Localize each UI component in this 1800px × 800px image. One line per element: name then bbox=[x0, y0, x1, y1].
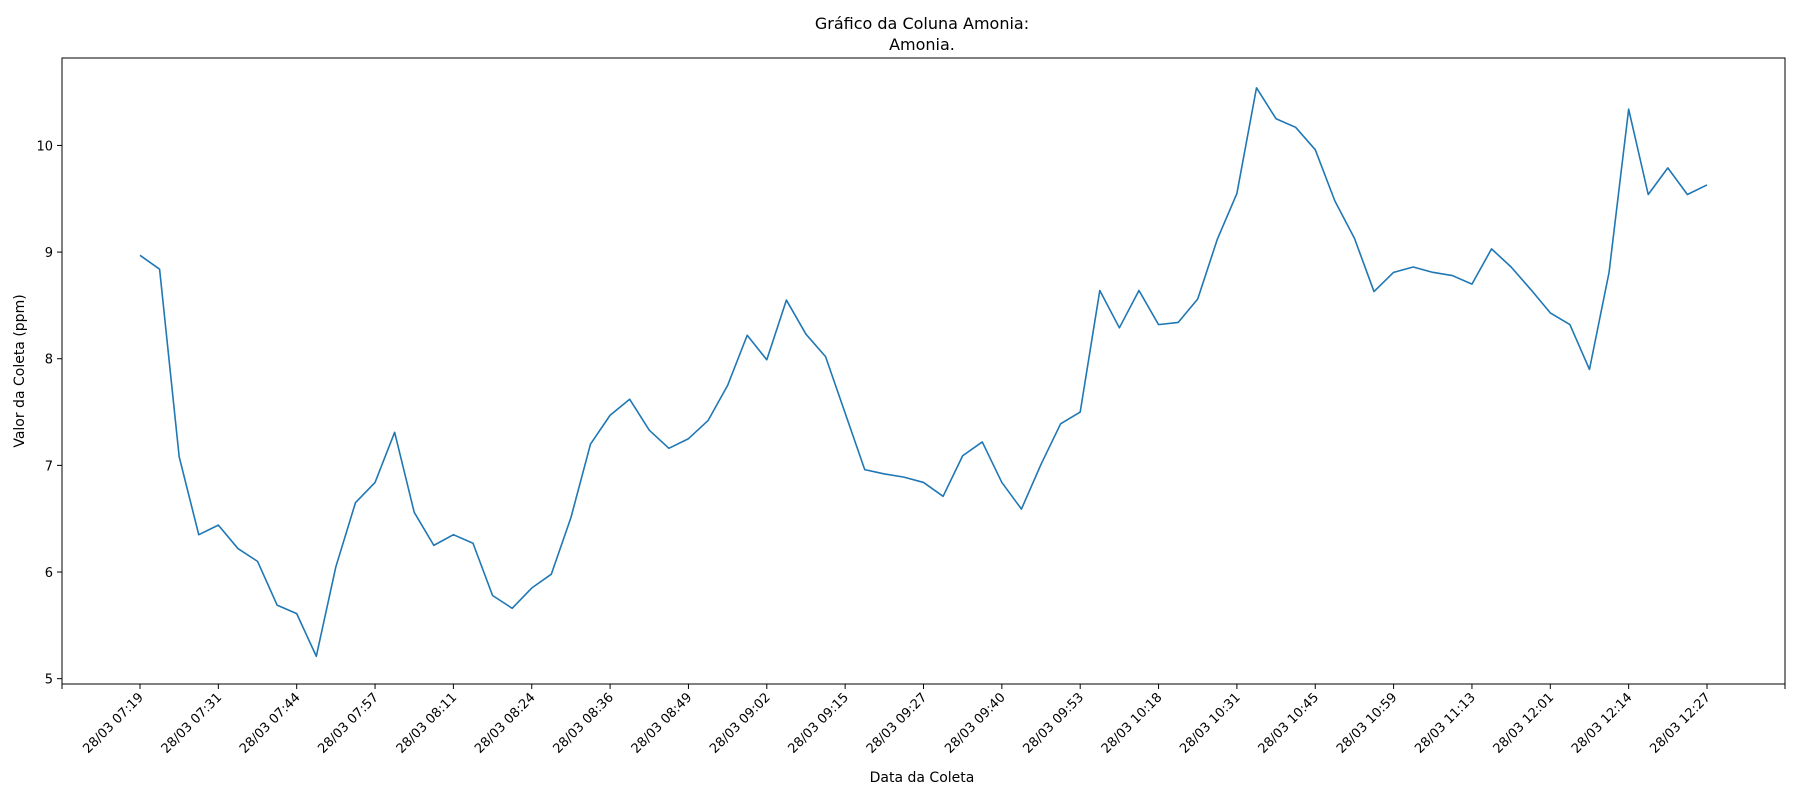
x-tick-label: 28/03 08:36 bbox=[550, 690, 617, 757]
plot-area-frame bbox=[61, 57, 1786, 685]
y-axis-label: Valor da Coleta (ppm) bbox=[12, 294, 28, 447]
x-tick-label: 28/03 08:11 bbox=[394, 690, 461, 757]
x-tick-label: 28/03 08:49 bbox=[629, 690, 696, 757]
x-tick-label: 28/03 10:59 bbox=[1334, 690, 1401, 757]
x-tick-label: 28/03 09:15 bbox=[785, 690, 852, 757]
series-line bbox=[139, 87, 1708, 658]
series-layer bbox=[139, 87, 1708, 658]
y-tick-label: 9 bbox=[45, 246, 53, 261]
y-tick-label: 10 bbox=[36, 139, 53, 154]
chart-title-line-1: Gráfico da Coluna Amonia: bbox=[815, 14, 1029, 33]
x-axis: 28/03 07:19 28/03 07:31 28/03 07:44 28/03 0… bbox=[61, 684, 1786, 757]
x-tick-label: 28/03 10:31 bbox=[1177, 690, 1244, 757]
x-tick-label: 28/03 07:19 bbox=[80, 690, 147, 757]
y-tick-label: 6 bbox=[45, 566, 53, 581]
y-tick-label: 8 bbox=[45, 353, 53, 368]
x-tick-label: 28/03 12:27 bbox=[1647, 690, 1714, 757]
x-tick-label: 28/03 07:57 bbox=[315, 690, 382, 757]
x-tick-label: 28/03 10:45 bbox=[1256, 690, 1323, 757]
x-tick-label: 28/03 09:02 bbox=[707, 690, 774, 757]
x-axis-label: Data da Coleta bbox=[870, 770, 975, 786]
y-tick-label: 7 bbox=[45, 459, 53, 474]
x-tick-label: 28/03 09:27 bbox=[864, 690, 931, 757]
x-tick-label: 28/03 11:13 bbox=[1412, 690, 1479, 757]
chart-title: Gráfico da Coluna Amonia: Amonia. bbox=[815, 14, 1029, 54]
x-tick-label: 28/03 07:31 bbox=[159, 690, 226, 757]
y-axis: 5 6 7 8 9 10 bbox=[36, 139, 62, 688]
x-tick-label: 28/03 12:14 bbox=[1569, 690, 1636, 757]
y-tick-label: 5 bbox=[45, 673, 53, 688]
x-tick-label: 28/03 07:44 bbox=[237, 690, 304, 757]
x-tick-label: 28/03 09:53 bbox=[1021, 690, 1088, 757]
x-tick-label: 28/03 12:01 bbox=[1491, 690, 1558, 757]
chart-title-line-2: Amonia. bbox=[889, 35, 955, 54]
x-tick-label: 28/03 08:24 bbox=[472, 690, 539, 757]
x-tick-label: 28/03 10:18 bbox=[1099, 690, 1166, 757]
x-tick-label: 28/03 09:40 bbox=[942, 690, 1009, 757]
